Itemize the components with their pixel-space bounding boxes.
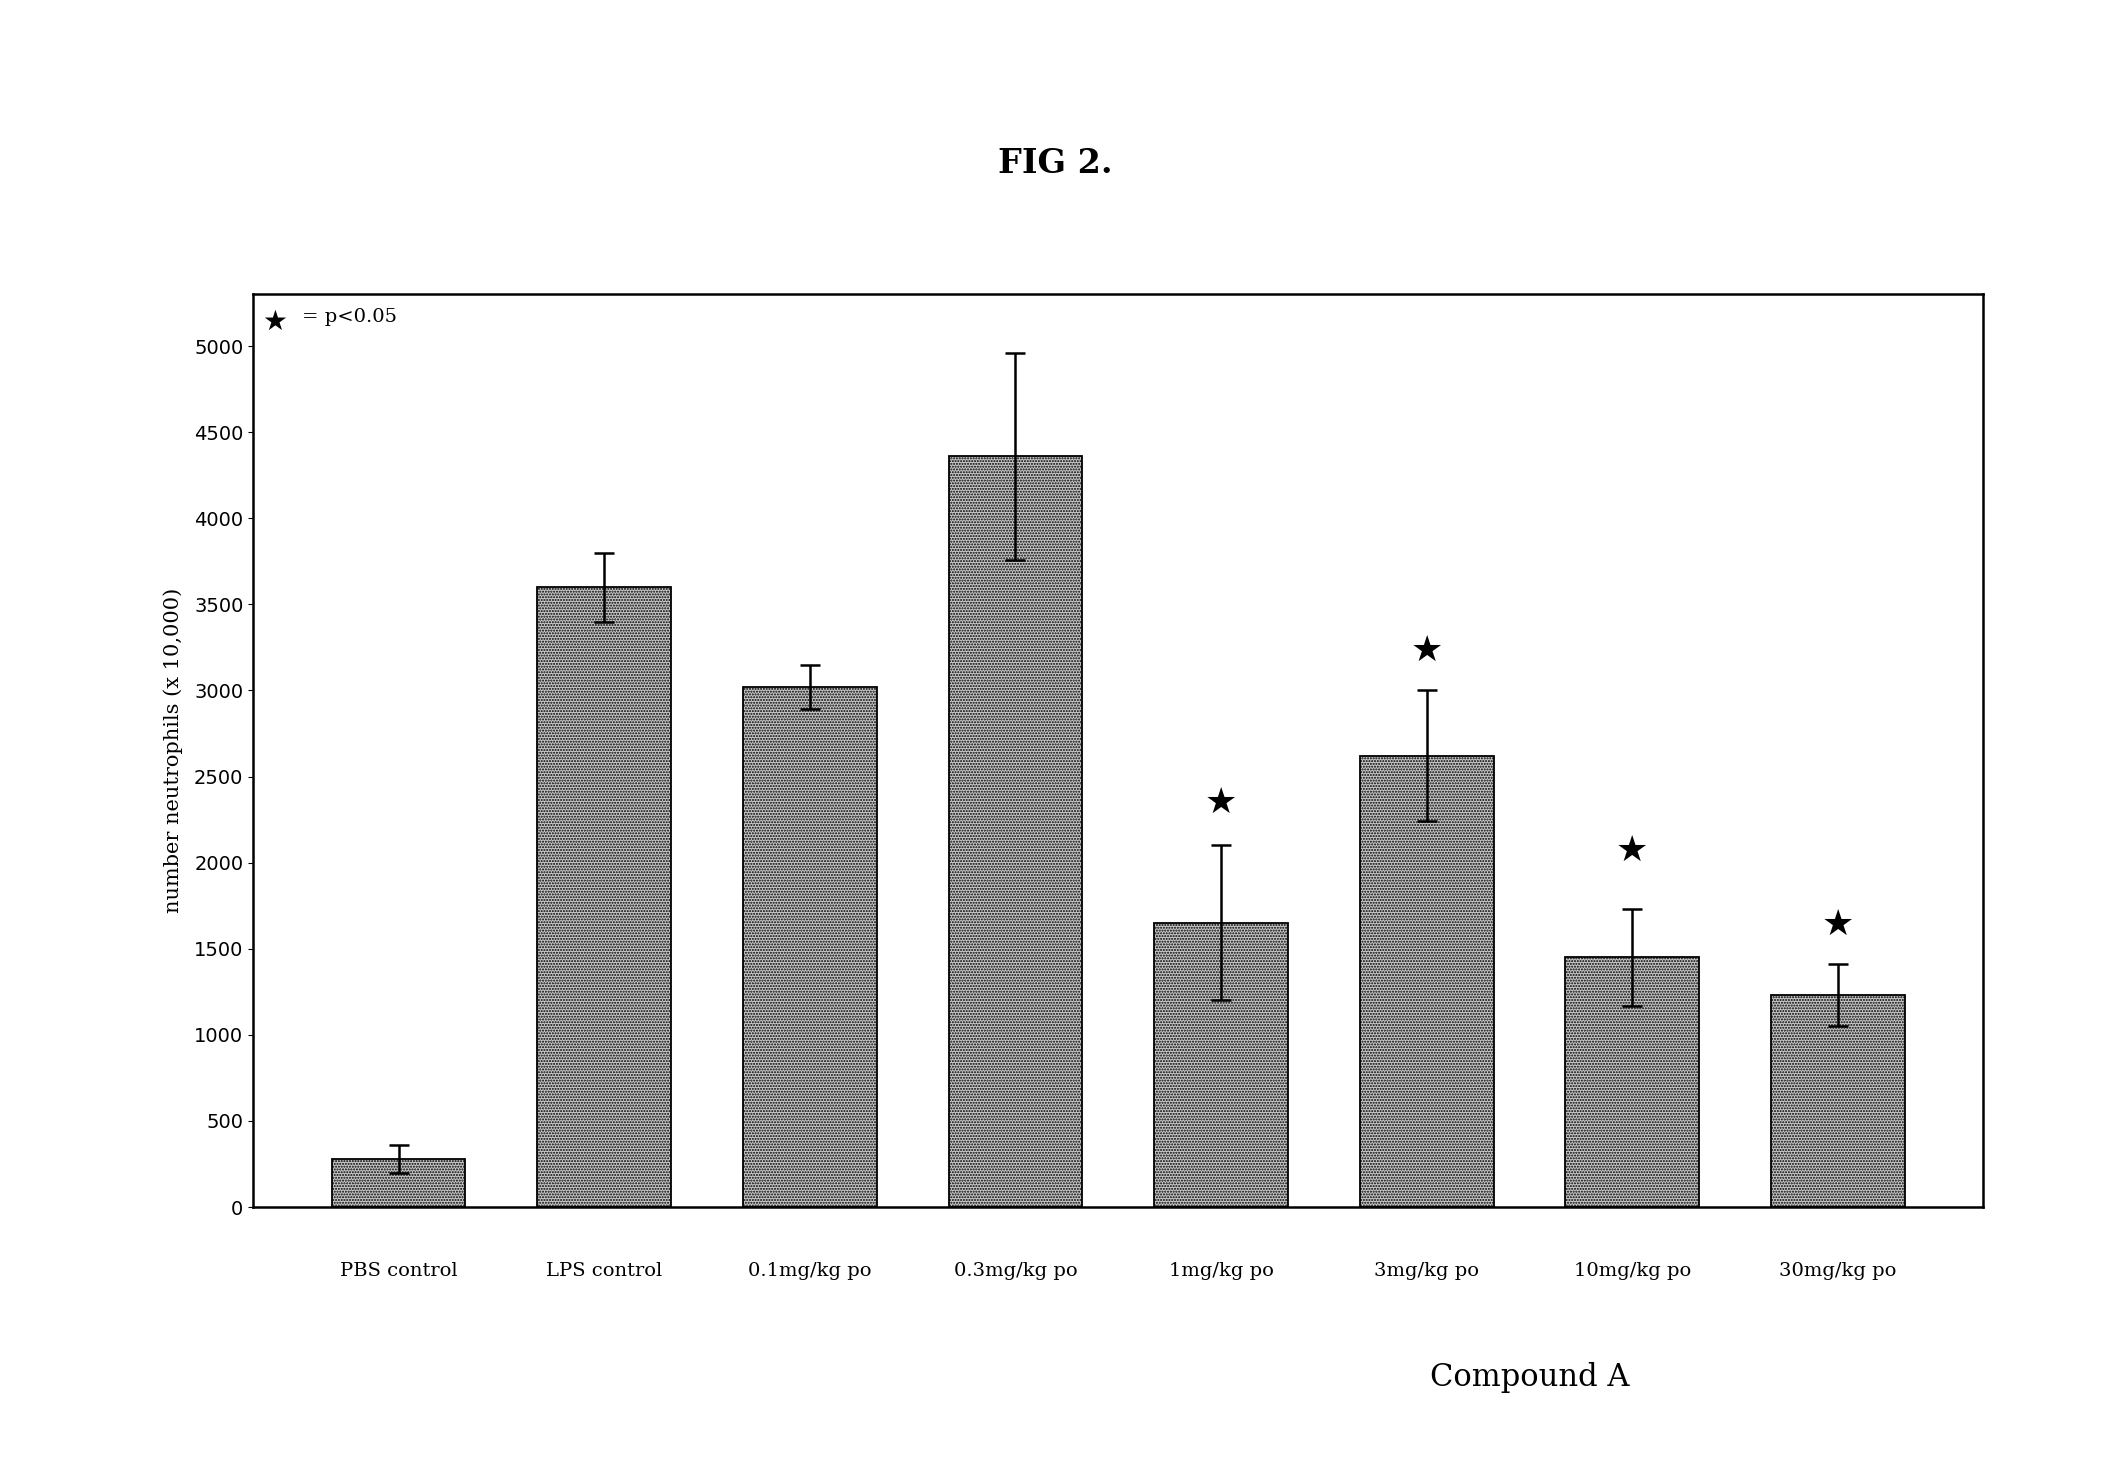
Text: ★: ★ <box>1205 786 1236 820</box>
Text: FIG 2.: FIG 2. <box>998 147 1112 180</box>
Text: LPS control: LPS control <box>546 1262 663 1281</box>
Text: 30mg/kg po: 30mg/kg po <box>1779 1262 1897 1281</box>
Text: 0.3mg/kg po: 0.3mg/kg po <box>954 1262 1078 1281</box>
Bar <box>743 687 878 1207</box>
Text: 10mg/kg po: 10mg/kg po <box>1574 1262 1690 1281</box>
Text: PBS control: PBS control <box>340 1262 458 1281</box>
Text: ★: ★ <box>1409 634 1443 668</box>
Text: 0.1mg/kg po: 0.1mg/kg po <box>749 1262 871 1281</box>
Text: ★: ★ <box>262 308 287 336</box>
Text: 3mg/kg po: 3mg/kg po <box>1374 1262 1479 1281</box>
Y-axis label: number neutrophils (x 10,000): number neutrophils (x 10,000) <box>162 589 184 913</box>
Bar <box>950 456 1082 1207</box>
Text: = p<0.05: = p<0.05 <box>302 308 397 327</box>
Text: ★: ★ <box>1821 908 1855 942</box>
Bar <box>1566 957 1699 1207</box>
Text: ★: ★ <box>1616 833 1648 868</box>
Bar <box>1770 995 1905 1207</box>
Text: Compound A: Compound A <box>1431 1362 1629 1393</box>
Bar <box>538 587 671 1207</box>
Bar <box>331 1158 466 1207</box>
Text: 1mg/kg po: 1mg/kg po <box>1169 1262 1274 1281</box>
Bar <box>1359 757 1494 1207</box>
Bar <box>1154 923 1287 1207</box>
